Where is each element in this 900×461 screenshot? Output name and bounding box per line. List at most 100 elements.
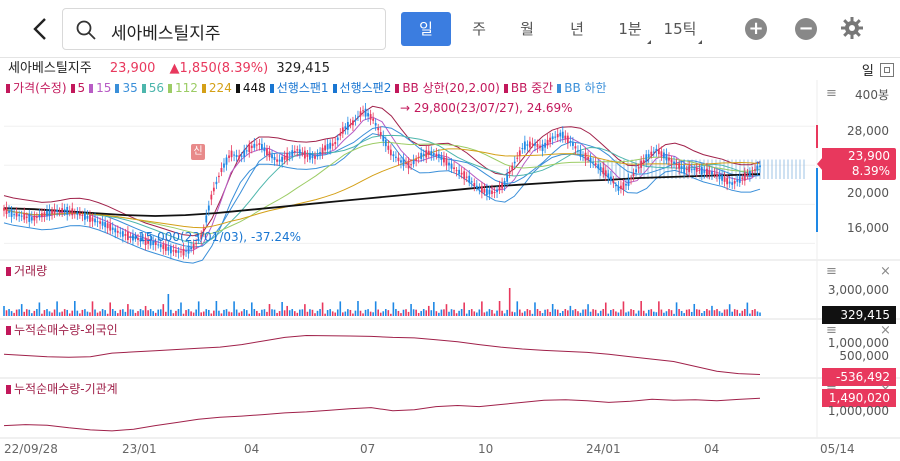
legend-item[interactable]: 가격(수정): [6, 81, 67, 95]
period-minute-button[interactable]: 1분: [618, 20, 642, 38]
settings-gear-icon[interactable]: [840, 16, 864, 44]
volume-bar: [5, 310, 8, 316]
legend-item[interactable]: 15: [89, 81, 111, 95]
period-day-button[interactable]: 일: [401, 12, 451, 46]
candle-body: [402, 158, 405, 167]
legend-item[interactable]: 선행스팬1: [269, 81, 329, 95]
stock-info-line: 세아베스틸지주 23,900 ▲1,850(8.39%) 329,415: [8, 60, 330, 78]
legend-item[interactable]: BB 중간: [503, 81, 553, 95]
candle-body: [465, 176, 468, 178]
volume-close-icon[interactable]: ×: [880, 264, 891, 279]
volume-menu-icon[interactable]: ≡: [826, 264, 837, 279]
volume-bar: [443, 309, 445, 316]
candle-body: [268, 151, 271, 158]
volume-bar: [501, 310, 503, 316]
candle-body: [68, 210, 71, 212]
candle-body: [225, 157, 228, 165]
volume-bar: [233, 301, 235, 316]
volume-bar: [91, 301, 94, 316]
volume-bar: [51, 312, 53, 316]
candle-body: [549, 137, 552, 143]
period-week-button[interactable]: 주: [472, 20, 486, 38]
candle-body: [733, 180, 736, 184]
candle-body: [716, 173, 718, 177]
zoom-in-icon[interactable]: +: [745, 18, 767, 40]
candle-body: [488, 189, 491, 195]
legend-item[interactable]: 35: [115, 81, 138, 95]
candle-body: [579, 150, 582, 157]
legend-item[interactable]: 선행스팬2: [332, 81, 391, 95]
volume-bar: [288, 310, 291, 316]
volume-bar: [218, 310, 220, 316]
period-month-button[interactable]: 월: [520, 20, 534, 38]
candle-body: [718, 174, 721, 180]
low-annotation-text: 15,000(23/01/03), -37.24%: [138, 230, 302, 244]
candle-body: [756, 165, 759, 171]
search-box[interactable]: 세아베스틸지주: [62, 8, 386, 50]
legend-item[interactable]: 112: [168, 81, 198, 95]
candle-body: [387, 145, 390, 150]
period-year-button[interactable]: 년: [570, 20, 584, 38]
legend-item[interactable]: 448: [235, 81, 266, 95]
candle-body: [577, 150, 579, 152]
volume-bar: [122, 309, 124, 316]
volume-bar: [185, 310, 187, 316]
volume-bar: [541, 313, 544, 316]
volume-bar: [319, 309, 321, 316]
volume-bar: [68, 313, 71, 316]
back-arrow-icon[interactable]: [26, 14, 56, 44]
volume-bar: [458, 310, 460, 316]
institution-tag: 1,490,020: [822, 389, 896, 407]
foreign-menu-icon[interactable]: ≡: [826, 323, 837, 338]
legend-item[interactable]: BB 상한(20,2.00): [395, 81, 500, 95]
candle-body: [430, 151, 433, 156]
candle-body: [243, 149, 246, 158]
candle-body: [359, 111, 362, 117]
legend-item[interactable]: 56: [141, 81, 164, 95]
volume-bar: [663, 312, 665, 316]
volume-bar: [534, 302, 536, 316]
volume-bar: [364, 309, 367, 316]
candle-body: [278, 159, 281, 162]
volume-bar: [377, 309, 380, 316]
volume-bar: [660, 309, 663, 316]
candle-body: [731, 182, 734, 185]
period-tick-button[interactable]: 15틱: [663, 20, 697, 38]
candle-body: [602, 167, 605, 175]
candle-body: [20, 215, 23, 217]
volume-bar: [440, 309, 443, 316]
candle-body: [663, 152, 665, 159]
volume-bar: [701, 313, 703, 316]
volume-bar: [675, 302, 678, 316]
x-tick-label: 04: [244, 442, 260, 456]
volume-bar: [579, 312, 582, 316]
search-text: 세아베스틸지주: [111, 24, 221, 44]
volume-bar: [144, 305, 147, 316]
candle-body: [420, 152, 423, 159]
volume-bar: [435, 311, 438, 316]
price-menu-icon[interactable]: ≡: [826, 86, 837, 101]
legend-item[interactable]: BB 하한: [557, 81, 607, 95]
volume-bar: [518, 309, 521, 316]
volume-bar: [476, 312, 478, 316]
candle-body: [71, 208, 74, 216]
candle-body: [94, 218, 96, 223]
candle-body: [412, 160, 415, 165]
volume-bar: [567, 310, 569, 316]
volume-bar: [96, 312, 99, 316]
candle-body: [238, 155, 241, 159]
legend-item[interactable]: 5: [70, 81, 85, 95]
candle-body: [711, 171, 713, 175]
candle-body: [352, 120, 354, 126]
zoom-out-icon[interactable]: −: [795, 18, 817, 40]
volume-bar: [382, 311, 385, 316]
legend-item[interactable]: 224: [201, 81, 232, 95]
foreign-close-icon[interactable]: ×: [880, 323, 891, 338]
day-toggle[interactable]: 일: [862, 60, 894, 79]
volume-bar: [554, 309, 556, 316]
candle-body: [384, 139, 387, 147]
legend-label: BB 상한(20,2.00): [402, 81, 500, 95]
volume-bar: [491, 309, 493, 316]
candle-body: [147, 239, 150, 244]
